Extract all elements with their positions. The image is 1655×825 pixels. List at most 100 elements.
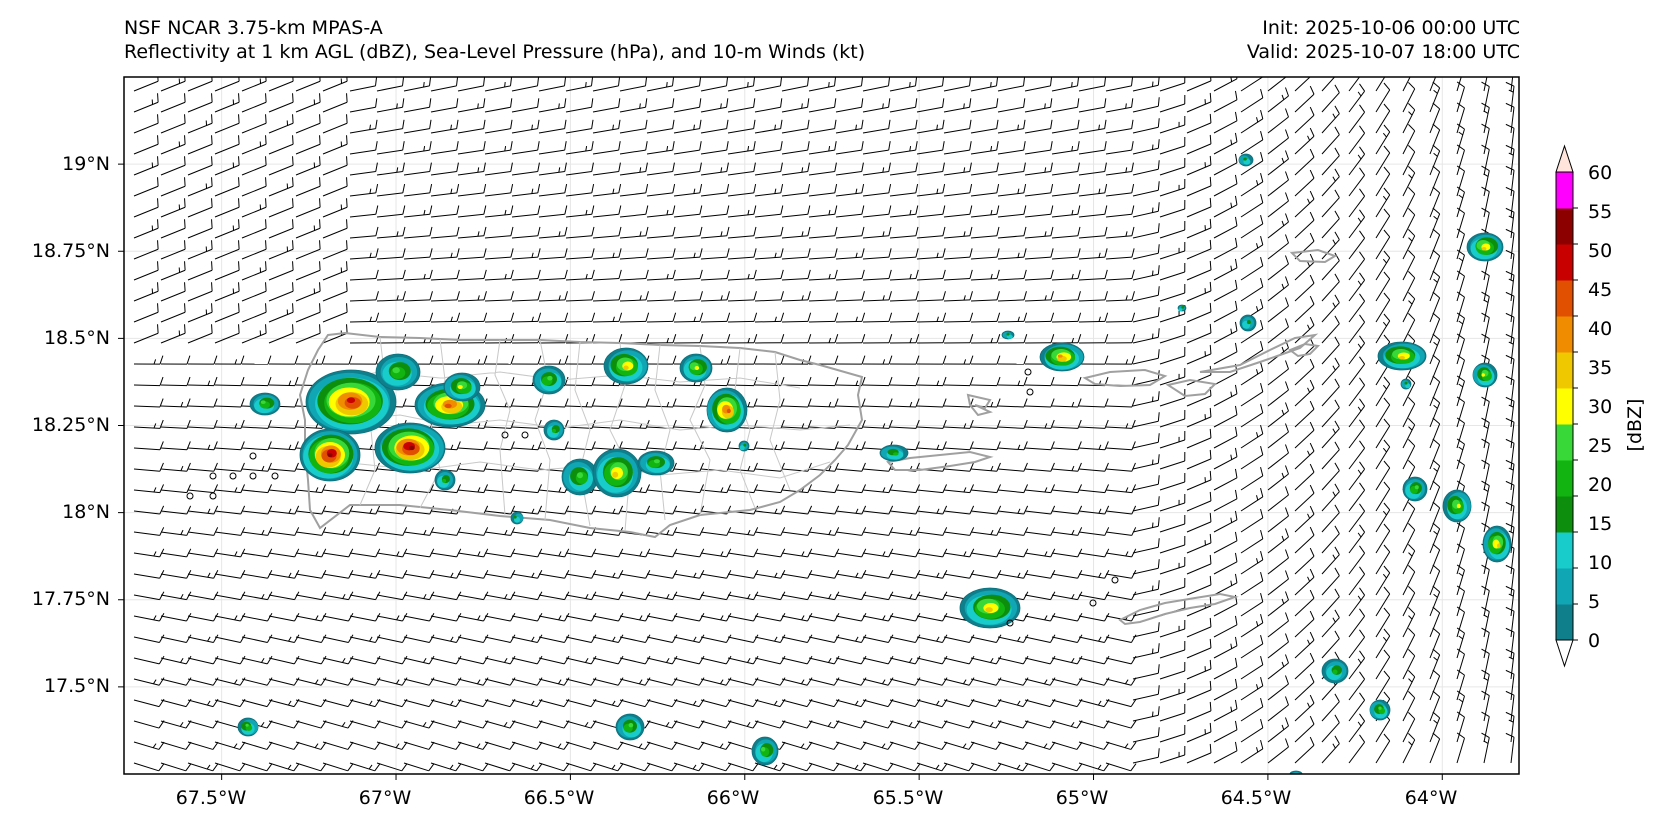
wind-barb — [700, 441, 731, 451]
wind-barb — [1375, 124, 1391, 155]
wind-barb — [1402, 502, 1416, 533]
wind-barb — [1429, 165, 1441, 197]
wind-barb — [1132, 517, 1160, 533]
wind-barb — [1159, 452, 1186, 470]
wind-barb — [1429, 144, 1441, 176]
wind-barb — [835, 677, 867, 686]
wind-barb — [349, 677, 381, 686]
wind-barb — [376, 677, 408, 686]
wind-barb — [511, 162, 540, 176]
wind-barb — [1213, 90, 1238, 113]
wind-barb — [565, 741, 597, 750]
reflectivity-cell — [237, 717, 259, 737]
wind-barb — [538, 527, 570, 536]
wind-barb — [430, 677, 462, 686]
wind-barb — [1429, 438, 1441, 470]
wind-barb — [1481, 291, 1490, 323]
wind-barb — [970, 334, 1001, 344]
wind-barb — [484, 484, 516, 494]
wind-barb — [1294, 190, 1315, 218]
reflectivity-cell — [879, 444, 909, 462]
wind-barb — [214, 634, 246, 643]
wind-barb — [484, 762, 516, 772]
wind-barb — [1024, 248, 1054, 260]
wind-barb — [1481, 648, 1490, 680]
wind-barb — [1321, 525, 1340, 554]
wind-barb — [1186, 617, 1212, 638]
wind-barb — [862, 677, 894, 686]
wind-barb — [862, 591, 894, 601]
wind-barb — [700, 484, 732, 494]
wind-barb — [1159, 515, 1186, 533]
wind-barb — [1051, 269, 1081, 281]
wind-barb — [1186, 77, 1212, 92]
wind-barb — [1348, 566, 1366, 596]
wind-barb — [295, 634, 327, 643]
wind-barb — [1321, 231, 1340, 260]
wind-barb — [1186, 680, 1212, 701]
wind-barb — [511, 141, 540, 155]
wind-barb — [376, 741, 408, 750]
wind-barb — [997, 376, 1028, 387]
wind-barb — [1105, 226, 1135, 239]
wind-barb — [511, 398, 542, 408]
wind-barb — [1240, 425, 1264, 449]
wind-barb — [1213, 300, 1238, 323]
wind-barb — [1294, 526, 1315, 554]
wind-barb — [241, 741, 273, 750]
wind-barb — [187, 282, 213, 302]
wind-barb — [241, 303, 267, 323]
wind-barb — [1240, 656, 1264, 680]
wind-barb — [1429, 396, 1441, 428]
wind-barb — [1105, 98, 1134, 113]
wind-barb — [808, 119, 837, 134]
wind-barb — [214, 677, 246, 686]
wind-barb — [457, 183, 487, 197]
wind-barb — [1213, 531, 1238, 554]
wind-barb — [1375, 229, 1391, 260]
wind-barb — [160, 324, 186, 344]
wind-barb — [1456, 522, 1465, 554]
reflectivity-cell — [305, 369, 397, 435]
wind-barb — [1159, 326, 1186, 344]
wind-barb — [565, 762, 597, 772]
wind-barb — [511, 762, 543, 772]
wind-barb — [511, 655, 543, 665]
colorbar-tick: 55 — [1588, 201, 1612, 223]
wind-barb — [1348, 692, 1366, 722]
wind-barb — [862, 634, 894, 643]
wind-barb — [133, 177, 159, 197]
wind-barb — [1024, 141, 1053, 155]
wind-barb — [1159, 242, 1186, 260]
wind-barb — [619, 291, 649, 302]
wind-barb — [1375, 439, 1391, 470]
wind-barb — [1186, 323, 1212, 344]
wind-barb — [511, 612, 543, 622]
wind-barb — [754, 334, 785, 344]
wind-barb — [1456, 186, 1465, 218]
wind-barb — [646, 77, 675, 92]
colorbar-tick: 35 — [1588, 357, 1612, 379]
wind-barb — [349, 762, 381, 772]
wind-barb — [1240, 131, 1264, 155]
wind-barb — [970, 762, 1002, 772]
wind-barb — [349, 312, 380, 323]
wind-barb — [484, 441, 515, 451]
wind-barb — [1505, 606, 1515, 638]
wind-barb — [295, 612, 327, 622]
wind-barb — [970, 291, 1000, 302]
wind-barb — [1267, 696, 1289, 722]
wind-barb — [1024, 527, 1056, 536]
wind-barb — [916, 355, 947, 365]
wind-barb — [1213, 132, 1238, 155]
wind-barb — [862, 162, 891, 176]
wind-barb — [403, 77, 432, 92]
wind-barb — [1429, 585, 1441, 617]
wind-barb — [646, 334, 677, 344]
wind-barb — [214, 303, 240, 323]
wind-barb — [1375, 418, 1391, 449]
reflectivity-cell — [561, 458, 599, 496]
wind-barb — [1505, 669, 1515, 701]
wind-barb — [1348, 545, 1366, 575]
wind-barb — [646, 141, 675, 155]
